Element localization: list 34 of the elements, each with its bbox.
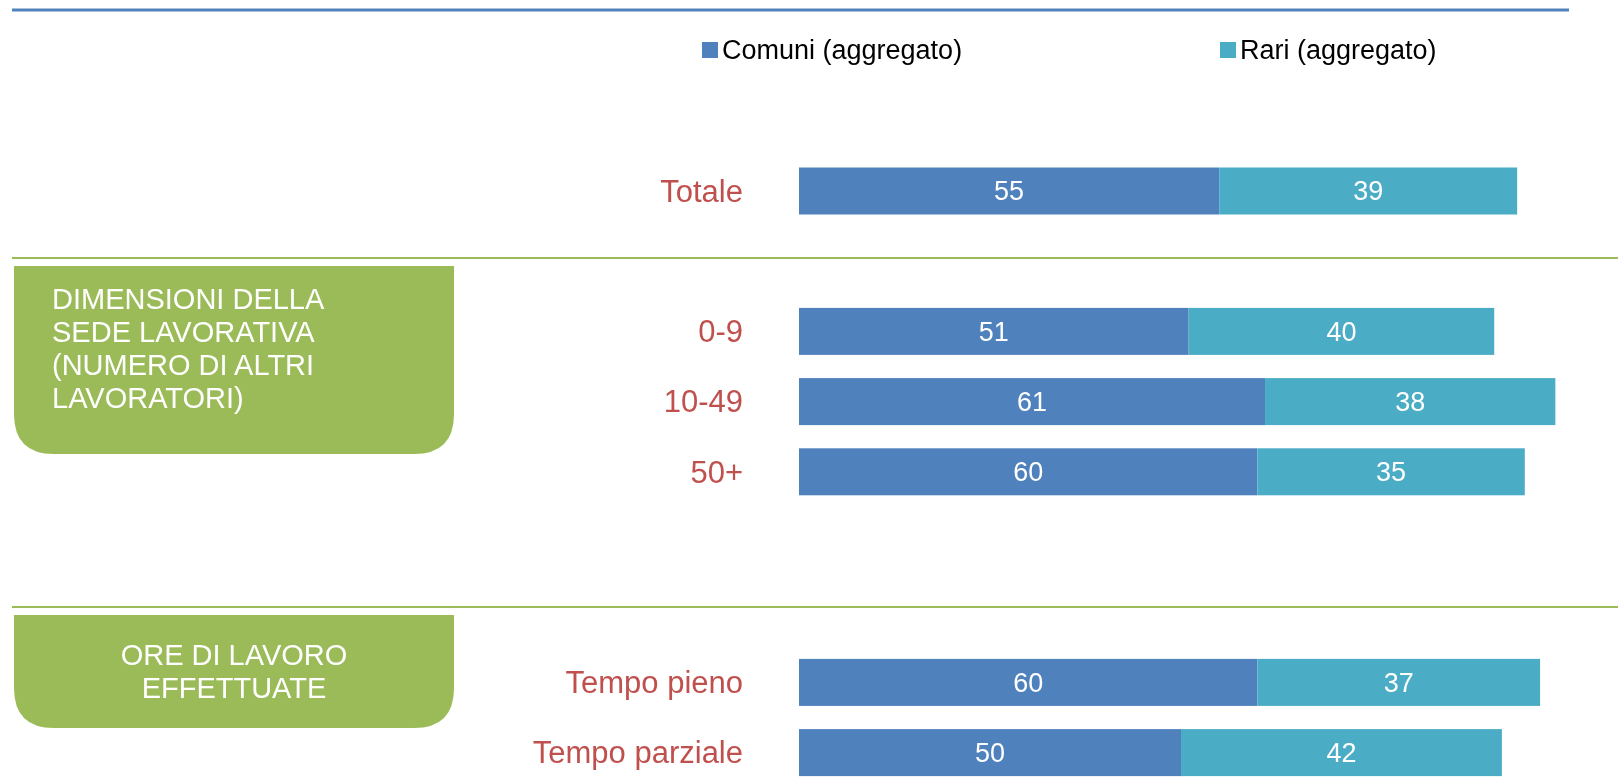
bar [799, 448, 1258, 496]
text: DIMENSIONI DELLA SEDE LAVORATIVA (NUMERO DI ALTRI LAVORATORI) [52, 282, 325, 414]
bar [799, 378, 1266, 426]
y-tick-label: 50+ [690, 454, 743, 490]
bar [1265, 378, 1556, 426]
bar [799, 729, 1181, 777]
bar [1219, 167, 1518, 215]
data-label: 51 [978, 316, 1009, 347]
y-tick-label: Tempo parziale [532, 735, 743, 771]
y-tick-label: 0-9 [698, 314, 743, 350]
y-tick-label: Tempo pieno [565, 665, 743, 701]
data-label: 40 [1326, 316, 1357, 347]
bar [1257, 448, 1525, 496]
y-tick-label: Totale [660, 173, 743, 209]
bar [799, 167, 1220, 215]
bar [1181, 729, 1502, 777]
bar [799, 307, 1189, 355]
data-label: 50 [974, 738, 1006, 769]
legend-label: Comuni (aggregato) [722, 35, 963, 66]
text: ORE DI LAVORO EFFETTUATE [120, 639, 348, 705]
legend-label: Rari (aggregato) [1240, 35, 1437, 66]
data-label: 55 [994, 176, 1025, 207]
data-label: 38 [1395, 387, 1426, 418]
y-tick-label: 10-49 [663, 384, 743, 420]
data-label: 35 [1376, 457, 1407, 488]
data-label: 60 [1013, 667, 1044, 698]
bar [799, 658, 1258, 706]
data-label: 61 [1017, 387, 1048, 418]
data-label: 42 [1326, 738, 1357, 769]
data-label: 60 [1013, 457, 1044, 488]
data-label: 39 [1353, 176, 1384, 207]
data-label: 37 [1383, 667, 1414, 698]
bar [1188, 307, 1495, 355]
bar [1257, 658, 1541, 706]
